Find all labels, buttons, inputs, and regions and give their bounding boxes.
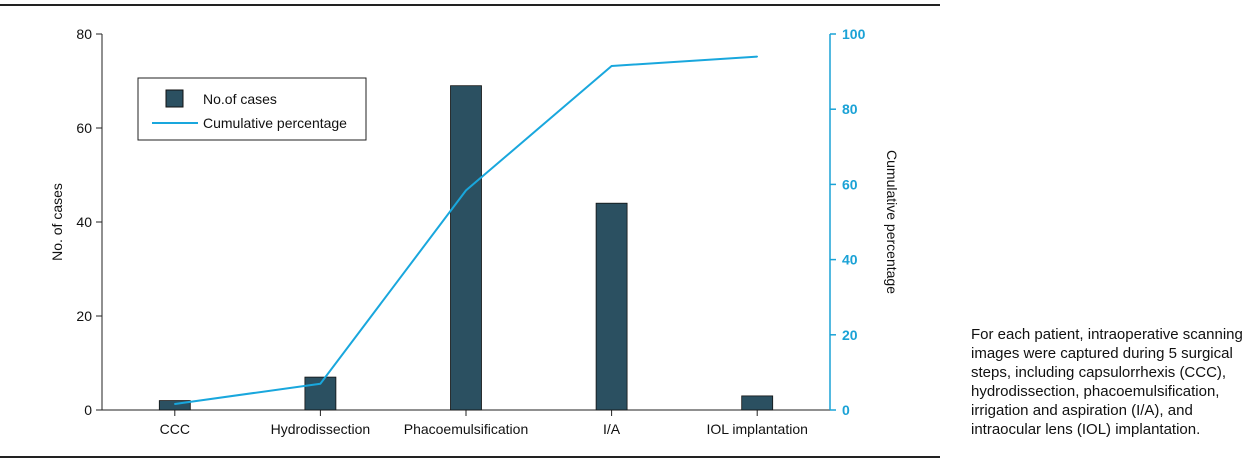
legend-label-line: Cumulative percentage bbox=[203, 115, 347, 131]
line-point bbox=[610, 65, 613, 67]
y2-tick-label: 20 bbox=[842, 327, 858, 343]
x-tick-label: IOL implantation bbox=[706, 421, 807, 437]
figure-caption: For each patient, intraoperative scannin… bbox=[971, 326, 1243, 438]
y2-tick-label: 60 bbox=[842, 176, 858, 192]
legend-box bbox=[137, 77, 367, 141]
y-tick-label: 20 bbox=[76, 308, 92, 324]
x-tick-label: CCC bbox=[160, 421, 190, 437]
bar bbox=[741, 395, 774, 411]
line-point bbox=[465, 189, 467, 192]
y-tick-label: 80 bbox=[76, 26, 92, 42]
bar bbox=[158, 400, 191, 411]
x-tick-label: Hydrodissection bbox=[271, 421, 371, 437]
bars bbox=[158, 85, 774, 411]
y2-tick-label: 100 bbox=[842, 26, 866, 42]
line-point bbox=[319, 382, 322, 385]
bar bbox=[304, 376, 337, 411]
line-point bbox=[756, 55, 758, 58]
y-tick-label: 40 bbox=[76, 214, 92, 230]
bar bbox=[595, 202, 628, 411]
y-tick-label: 60 bbox=[76, 120, 92, 136]
chart: 0 20 40 60 80 0 20 40 60 80 100 CCC Hydrodissection P… bbox=[49, 26, 900, 437]
legend-bar-swatch bbox=[165, 89, 184, 108]
legend: No.of cases Cumulative percentage bbox=[137, 77, 367, 141]
y-tick-label: 0 bbox=[84, 402, 92, 418]
x-tick-label: Phacoemulsification bbox=[404, 421, 529, 437]
line-point bbox=[174, 403, 176, 405]
cumulative-line-group bbox=[174, 55, 758, 405]
top-rule bbox=[0, 4, 940, 6]
y2-tick-label: 40 bbox=[842, 252, 858, 268]
y2-tick-label: 0 bbox=[842, 402, 850, 418]
bar bbox=[450, 85, 482, 411]
y-axis-title: No. of cases bbox=[49, 183, 65, 261]
legend-label-bars: No.of cases bbox=[203, 91, 277, 107]
y2-axis-title: Cumulative percentage bbox=[884, 150, 900, 294]
y2-tick-label: 80 bbox=[842, 101, 858, 117]
x-tick-label: I/A bbox=[603, 421, 621, 437]
bottom-rule bbox=[0, 456, 940, 458]
